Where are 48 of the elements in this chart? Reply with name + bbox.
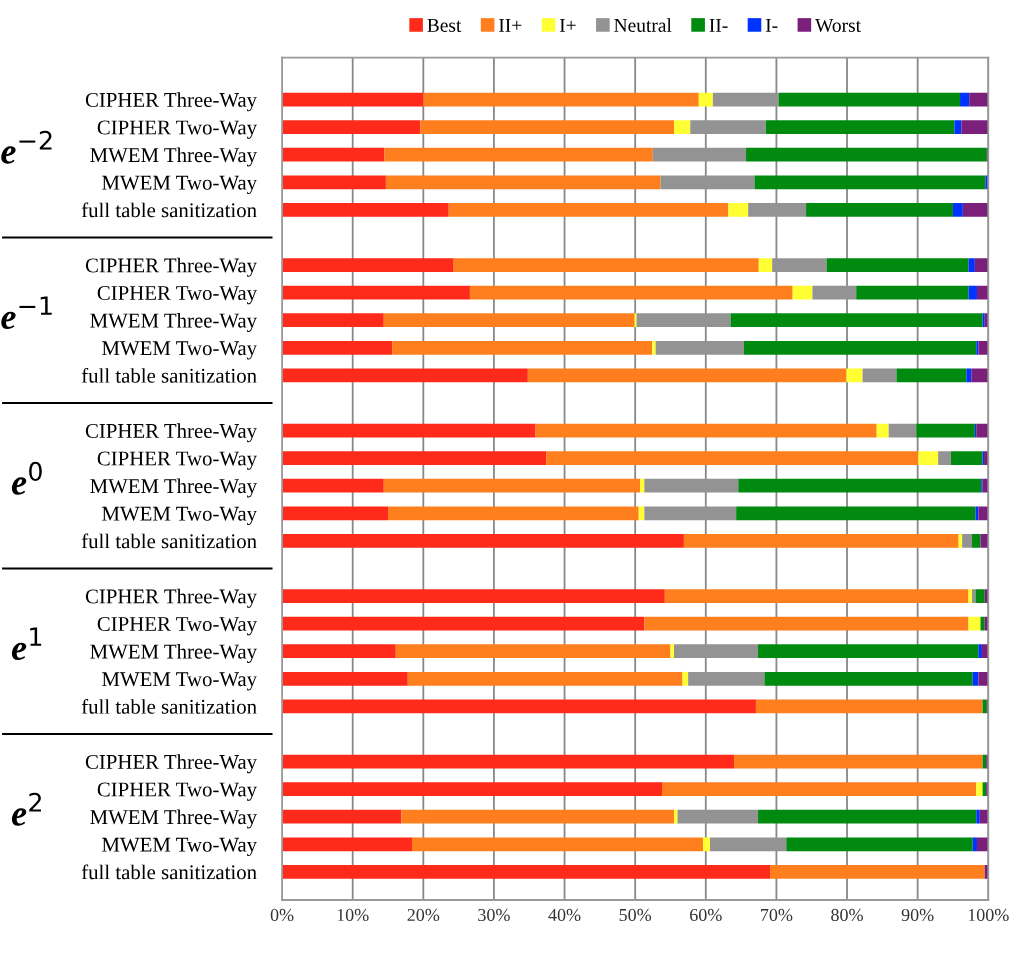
y-tick-label: full table sanitization bbox=[81, 202, 257, 218]
legend-label: II- bbox=[709, 19, 728, 32]
y-tick-label: MWEM Two-Way bbox=[102, 341, 257, 360]
y-tick-label: MWEM Two-Way bbox=[102, 506, 257, 525]
y-tick-label: CIPHER Two-Way bbox=[97, 286, 257, 305]
text: e$^{−1}$ bbox=[1, 296, 52, 330]
x-tick-label: 100% bbox=[968, 908, 1009, 922]
y-tick-label: MWEM Three-Way bbox=[90, 809, 257, 829]
y-tick-label: CIPHER Three-Way bbox=[85, 92, 257, 112]
x-tick-label: 30% bbox=[478, 908, 510, 922]
legend-label: Best bbox=[427, 19, 462, 32]
x-tick-label: 70% bbox=[761, 908, 793, 922]
y-tick-label: CIPHER Two-Way bbox=[97, 617, 257, 636]
legend-label: Neutral bbox=[614, 18, 672, 32]
y-tick-label: MWEM Two-Way bbox=[102, 837, 257, 856]
x-tick-label: 60% bbox=[690, 908, 722, 922]
y-tick-label: CIPHER Three-Way bbox=[85, 754, 257, 774]
legend-label: I+ bbox=[559, 19, 576, 32]
y-tick-label: CIPHER Two-Way bbox=[97, 120, 257, 139]
y-tick-label: CIPHER Three-Way bbox=[85, 588, 257, 608]
x-tick-label: 40% bbox=[548, 908, 581, 922]
y-tick-label: CIPHER Three-Way bbox=[85, 423, 257, 443]
y-tick-label: MWEM Three-Way bbox=[90, 478, 257, 498]
x-tick-label: 90% bbox=[901, 908, 934, 922]
x-tick-label: 50% bbox=[619, 908, 652, 922]
text: e$^{1}$ bbox=[11, 627, 42, 661]
legend-label: II+ bbox=[499, 19, 522, 32]
text: e$^{0}$ bbox=[11, 461, 42, 495]
legend-label: Worst bbox=[815, 19, 861, 33]
x-tick-label: 20% bbox=[407, 908, 440, 922]
y-tick-label: full table sanitization bbox=[81, 698, 257, 714]
y-tick-label: MWEM Two-Way bbox=[102, 672, 257, 691]
x-tick-label: 0% bbox=[270, 908, 294, 922]
y-tick-label: CIPHER Three-Way bbox=[85, 257, 257, 277]
y-tick-label: full table sanitization bbox=[81, 533, 257, 549]
y-tick-label: full table sanitization bbox=[81, 367, 257, 383]
x-tick-label: 10% bbox=[337, 908, 369, 922]
x-tick-label: 80% bbox=[831, 908, 863, 922]
y-tick-label: MWEM Two-Way bbox=[102, 175, 257, 194]
y-tick-label: full table sanitization bbox=[81, 864, 257, 880]
y-tick-label: MWEM Three-Way bbox=[90, 147, 257, 167]
y-tick-label: MWEM Three-Way bbox=[90, 643, 257, 663]
y-tick-label: CIPHER Two-Way bbox=[97, 782, 257, 801]
y-tick-label: CIPHER Two-Way bbox=[97, 451, 257, 470]
legend-label: I- bbox=[765, 19, 778, 32]
y-tick-label: MWEM Three-Way bbox=[90, 312, 257, 332]
text: e$^{−2}$ bbox=[1, 130, 52, 164]
text: e$^{2}$ bbox=[11, 792, 41, 826]
